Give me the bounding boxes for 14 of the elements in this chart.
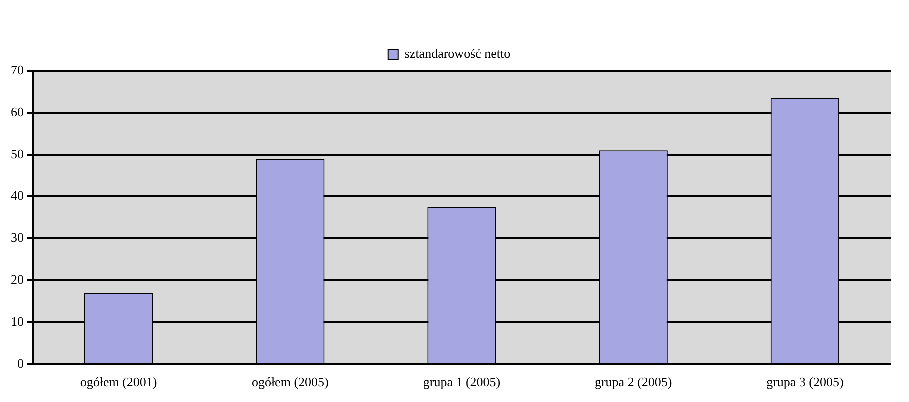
y-tick-label: 0: [18, 356, 24, 371]
legend-label: sztandarowość netto: [404, 46, 511, 61]
y-tick-label: 60: [11, 104, 24, 120]
y-tick-label: 70: [11, 62, 24, 78]
x-tick-label: ogółem (2001): [80, 374, 158, 390]
x-tick-label: grupa 1 (2005): [423, 374, 501, 390]
y-tick-label: 10: [11, 314, 24, 329]
y-tick-label: 20: [11, 272, 24, 287]
y-tick-label: 30: [11, 230, 24, 246]
x-tick-label: grupa 2 (2005): [594, 374, 672, 390]
y-tick-label: 40: [11, 188, 24, 204]
y-tick-label: 50: [11, 146, 24, 162]
x-tick-label: grupa 3 (2005): [766, 374, 844, 390]
x-tick-label: ogółem (2005): [252, 374, 329, 390]
